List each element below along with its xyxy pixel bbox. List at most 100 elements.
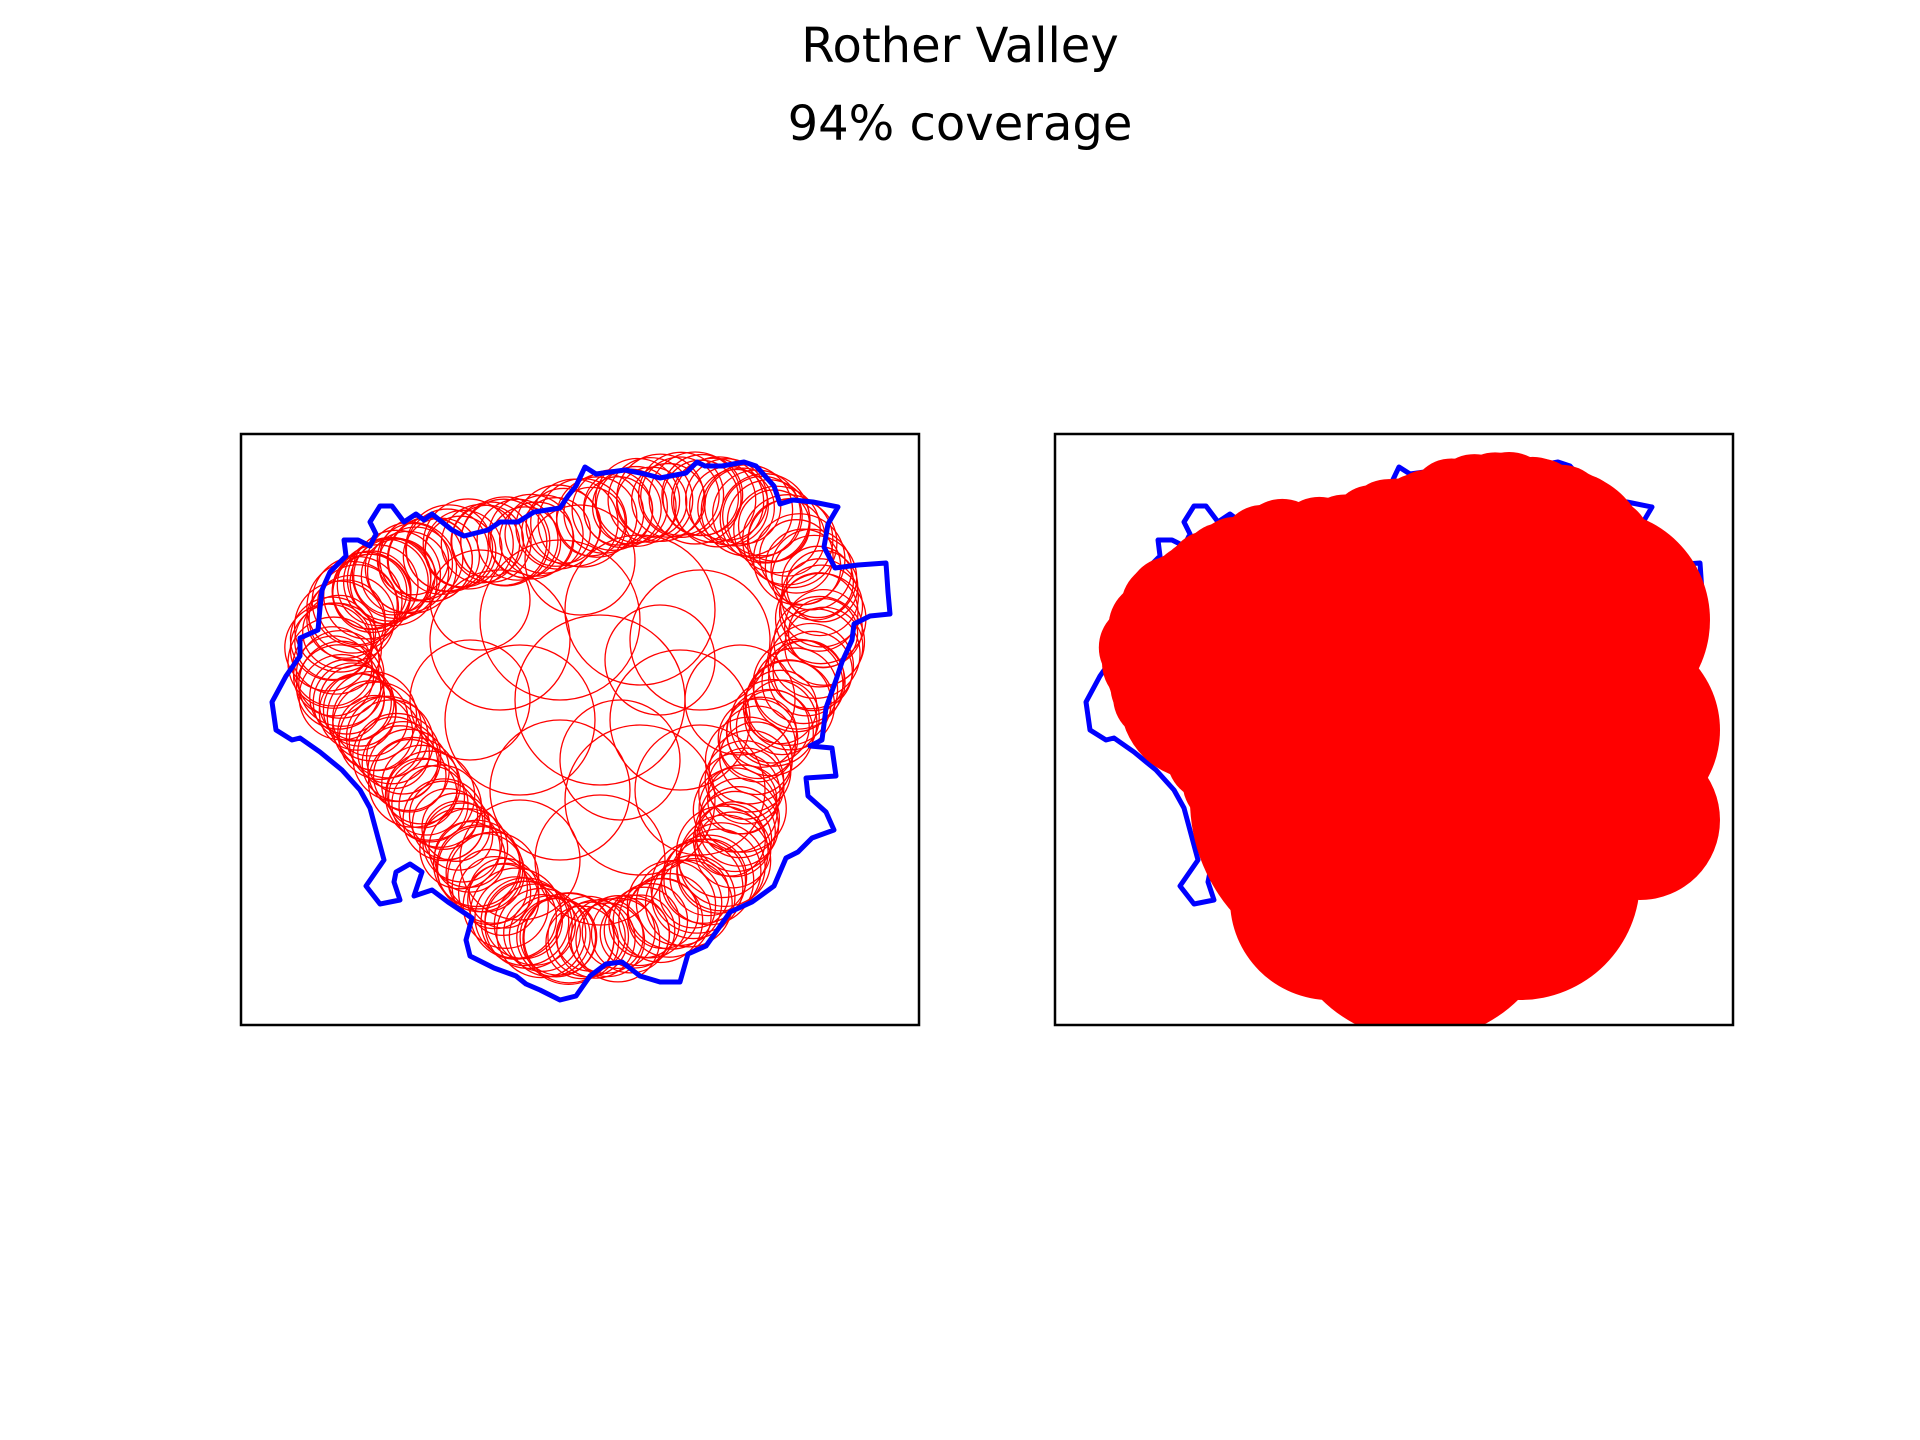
coverage-circle bbox=[312, 662, 392, 742]
coverage-circle bbox=[704, 716, 793, 805]
coverage-circle bbox=[522, 892, 615, 986]
coverage-circle bbox=[391, 765, 469, 843]
coverage-circle bbox=[345, 695, 429, 779]
panel-frame bbox=[1053, 432, 1735, 1027]
region-boundary bbox=[269, 459, 893, 1003]
coverage-circle bbox=[504, 494, 584, 574]
coverage-circle bbox=[784, 606, 864, 686]
coverage-circle bbox=[338, 696, 423, 781]
coverage-circle bbox=[700, 464, 794, 557]
coverage-circle bbox=[618, 877, 704, 964]
coverage-circles-filled bbox=[1098, 452, 1720, 1025]
coverage-circle bbox=[640, 456, 720, 536]
coverage-circle bbox=[450, 501, 532, 583]
coverage-circle bbox=[444, 644, 596, 796]
coverage-circle bbox=[684, 644, 796, 756]
coverage-circle bbox=[648, 451, 742, 545]
circle-outlines-panel bbox=[239, 432, 921, 1027]
coverage-circle bbox=[780, 564, 864, 648]
coverage-circle bbox=[402, 517, 481, 595]
coverage-circle bbox=[381, 744, 461, 825]
coverage-circle bbox=[429, 569, 571, 711]
coverage-circle bbox=[332, 680, 409, 757]
coverage-circle bbox=[537, 477, 628, 568]
coverage-circle bbox=[591, 468, 668, 545]
coverage-circle bbox=[467, 863, 540, 937]
coverage-circle bbox=[436, 825, 524, 913]
coverage-circle bbox=[367, 736, 460, 828]
coverage-circle bbox=[658, 857, 730, 929]
coverage-circle bbox=[524, 504, 636, 616]
coverage-circle bbox=[366, 530, 450, 614]
coverage-circle bbox=[744, 659, 836, 751]
coverage-circle bbox=[378, 526, 454, 602]
coverage-circle bbox=[637, 451, 725, 538]
coverage-circle bbox=[761, 639, 846, 725]
coverage-circle bbox=[409, 639, 531, 761]
coverage-circle bbox=[634, 724, 766, 856]
coverage-circle bbox=[729, 678, 818, 767]
coverage-circle bbox=[616, 453, 705, 543]
coverage-circle bbox=[424, 509, 503, 588]
coverage-circle bbox=[479, 539, 641, 701]
coverage-circle bbox=[604, 604, 716, 716]
coverage-circle bbox=[365, 720, 440, 795]
coverage-circle bbox=[489, 719, 631, 861]
coverage-circle bbox=[787, 597, 859, 669]
coverage-circle bbox=[581, 895, 656, 970]
coverage-circle bbox=[357, 716, 430, 790]
coverage-circle bbox=[564, 724, 716, 876]
figure-title: Rother Valley bbox=[801, 18, 1119, 74]
coverage-circle bbox=[514, 614, 686, 786]
coverage-circle bbox=[692, 767, 779, 853]
coverage-circle bbox=[360, 538, 436, 614]
coverage-circle bbox=[644, 859, 733, 948]
coverage-circle bbox=[521, 497, 591, 567]
coverage-circle bbox=[781, 545, 855, 619]
coverage-circle bbox=[717, 698, 799, 780]
coverage-circle bbox=[332, 681, 422, 772]
coverage-circle bbox=[429, 549, 531, 651]
coverage-circle bbox=[457, 855, 532, 930]
circle-filled-panel bbox=[1053, 432, 1735, 1027]
coverage-circles-outline bbox=[284, 451, 867, 986]
coverage-circle bbox=[559, 699, 681, 821]
coverage-circle bbox=[353, 536, 432, 616]
coverage-circle bbox=[318, 673, 397, 751]
coverage-circle bbox=[564, 534, 716, 686]
coverage-circle bbox=[295, 644, 382, 730]
coverage-circle bbox=[295, 629, 385, 719]
coverage-circle bbox=[306, 560, 400, 654]
coverage-circle bbox=[422, 498, 514, 590]
coverage-circle bbox=[594, 457, 681, 544]
coverage-circle bbox=[387, 758, 466, 836]
coverage-circle bbox=[771, 534, 858, 621]
coverage-circle bbox=[773, 595, 866, 688]
coverage-circle bbox=[423, 800, 494, 871]
panel-frame bbox=[239, 432, 921, 1027]
coverage-circle bbox=[758, 519, 834, 594]
coverage-circle bbox=[474, 876, 558, 959]
coverage-circle bbox=[735, 689, 810, 764]
coverage-circle bbox=[447, 831, 540, 924]
coverage-circle bbox=[515, 484, 601, 570]
coverage-circle bbox=[376, 522, 450, 596]
coverage-circle bbox=[503, 893, 582, 972]
coverage-circle bbox=[733, 485, 821, 574]
figure-subtitle: 94% coverage bbox=[787, 96, 1133, 152]
coverage-circle bbox=[351, 529, 442, 620]
coverage-circle bbox=[364, 521, 458, 615]
coverage-circle bbox=[555, 476, 638, 558]
coverage-circle bbox=[555, 901, 626, 972]
coverage-circle bbox=[607, 456, 694, 543]
coverage-circle bbox=[306, 579, 386, 659]
coverage-circle bbox=[676, 828, 762, 914]
coverage-circle bbox=[694, 811, 772, 889]
coverage-circle bbox=[419, 807, 501, 890]
coverage-circle bbox=[432, 819, 521, 908]
coverage-circle bbox=[629, 569, 771, 711]
coverage-circle bbox=[1560, 740, 1720, 900]
coverage-circle bbox=[1120, 620, 1280, 780]
coverage-circle bbox=[384, 750, 476, 841]
